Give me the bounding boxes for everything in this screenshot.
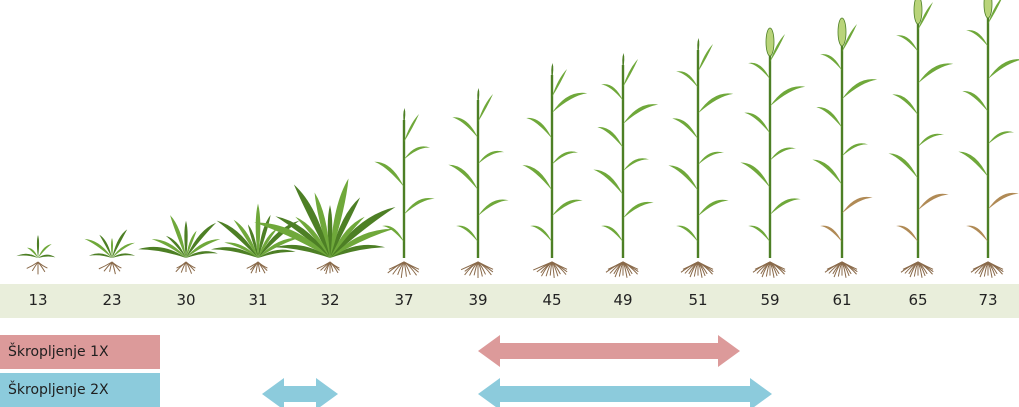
plant-stage-61 xyxy=(812,17,878,278)
roots xyxy=(970,261,1004,278)
roots xyxy=(900,261,934,278)
spray-once-label: Škropljenje 1X xyxy=(0,335,160,369)
plant-stage-37 xyxy=(374,108,435,278)
stage-number: 13 xyxy=(28,291,48,309)
roots xyxy=(246,261,268,274)
spray-twice-label: Škropljenje 2X xyxy=(0,373,160,407)
stage-number: 59 xyxy=(760,291,780,309)
stage-number: 37 xyxy=(394,291,414,309)
plant-stage-65 xyxy=(888,0,954,278)
plant-stage-51 xyxy=(668,38,734,278)
stage-number: 32 xyxy=(320,291,340,309)
roots xyxy=(752,261,786,278)
plant-stage-45 xyxy=(522,63,588,278)
stage-band xyxy=(0,284,1019,318)
stage-number: 39 xyxy=(468,291,488,309)
plant-stage-39 xyxy=(448,88,509,278)
roots xyxy=(316,261,340,275)
roots xyxy=(387,261,420,278)
roots xyxy=(460,261,494,278)
stage-number: 61 xyxy=(832,291,852,309)
roots xyxy=(680,261,714,278)
stage-number: 49 xyxy=(613,291,633,309)
plant-stage-30 xyxy=(138,215,221,274)
roots xyxy=(175,261,196,274)
roots xyxy=(605,261,639,278)
roots xyxy=(26,261,48,275)
roots xyxy=(533,261,568,278)
plant-stage-32 xyxy=(254,178,396,275)
stage-number: 51 xyxy=(688,291,708,309)
stage-number: 30 xyxy=(176,291,196,309)
stage-number: 65 xyxy=(908,291,928,309)
plant-stage-73 xyxy=(958,0,1019,278)
plant-stage-23 xyxy=(84,229,136,275)
stage-number: 45 xyxy=(542,291,562,309)
plant-stage-59 xyxy=(740,27,806,278)
stage-number: 23 xyxy=(102,291,122,309)
stage-number: 73 xyxy=(978,291,998,309)
spray-once-arrow xyxy=(478,335,740,367)
stage-number: 31 xyxy=(248,291,268,309)
plant-stage-49 xyxy=(593,53,659,278)
plant-illustrations xyxy=(16,0,1019,278)
roots xyxy=(824,261,858,278)
roots xyxy=(98,261,122,275)
plant-stage-13 xyxy=(16,235,56,275)
spray-twice-arrow-late xyxy=(478,378,772,407)
spray-twice-arrow-early xyxy=(262,378,338,407)
